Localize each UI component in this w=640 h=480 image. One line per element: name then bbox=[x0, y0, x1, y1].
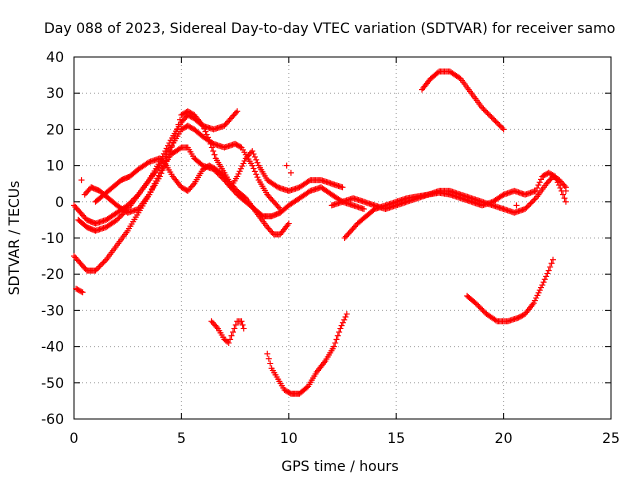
y-axis-label: SDTVAR / TECUs bbox=[7, 181, 23, 296]
y-tick-label: -20 bbox=[41, 267, 64, 283]
series-markers bbox=[264, 311, 350, 397]
series-markers bbox=[464, 256, 556, 325]
series-markers bbox=[73, 285, 86, 296]
series-arc-e bbox=[71, 144, 346, 274]
y-tick-label: -40 bbox=[41, 340, 64, 356]
data-points bbox=[71, 68, 569, 397]
x-tick-label: 25 bbox=[602, 431, 620, 447]
y-tick-label: -50 bbox=[41, 376, 64, 392]
y-tick-label: -60 bbox=[41, 412, 64, 428]
chart-title: Day 088 of 2023, Sidereal Day-to-day VTE… bbox=[44, 21, 615, 37]
x-tick-label: 0 bbox=[70, 431, 79, 447]
x-tick-label: 10 bbox=[280, 431, 298, 447]
series-arc-l bbox=[464, 256, 556, 325]
stray-marker bbox=[513, 202, 520, 209]
series-stray bbox=[78, 162, 569, 209]
series-markers bbox=[71, 144, 346, 274]
y-tick-label: 0 bbox=[55, 195, 64, 211]
y-tick-label: 30 bbox=[46, 86, 64, 102]
axis-ticks: -60 -50 -40 -30 -20 -10 0 10 20 30 40 0 5 10 15 20 25 bbox=[41, 50, 620, 447]
series-markers bbox=[208, 318, 247, 346]
y-tick-label: 20 bbox=[46, 122, 64, 138]
y-tick-label: -10 bbox=[41, 231, 64, 247]
y-tick-label: -30 bbox=[41, 303, 64, 319]
stray-marker bbox=[562, 187, 569, 194]
x-tick-label: 15 bbox=[387, 431, 405, 447]
x-tick-label: 5 bbox=[177, 431, 186, 447]
series-arc-f bbox=[73, 285, 86, 296]
series-arc-g bbox=[208, 318, 247, 346]
series-markers bbox=[328, 169, 569, 212]
stray-marker bbox=[287, 169, 294, 176]
x-axis-label: GPS time / hours bbox=[281, 459, 398, 475]
y-tick-label: 40 bbox=[46, 50, 64, 66]
stray-marker bbox=[78, 177, 85, 184]
y-tick-label: 10 bbox=[46, 159, 64, 175]
series-arc-h bbox=[264, 311, 350, 397]
stray-marker bbox=[283, 162, 290, 169]
series-arc-j bbox=[328, 169, 569, 212]
x-tick-label: 20 bbox=[495, 431, 513, 447]
series-markers bbox=[419, 68, 507, 133]
series-arc-k bbox=[419, 68, 507, 133]
